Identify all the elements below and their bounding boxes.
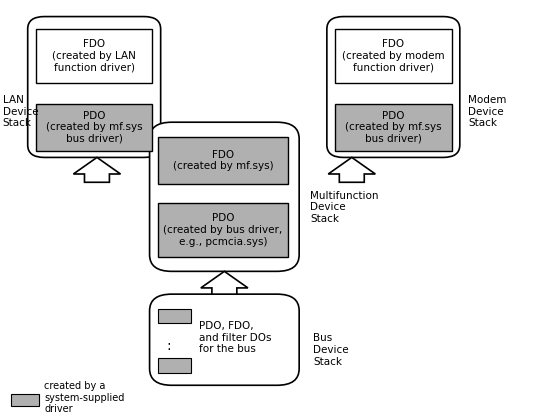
FancyBboxPatch shape [158,137,288,184]
FancyBboxPatch shape [335,104,452,151]
FancyBboxPatch shape [327,17,460,158]
FancyBboxPatch shape [158,308,191,323]
FancyBboxPatch shape [158,358,191,373]
Text: PDO
(created by mf.sys
bus driver): PDO (created by mf.sys bus driver) [46,111,142,144]
Text: Bus
Device
Stack: Bus Device Stack [313,334,348,367]
Text: :: : [167,339,171,353]
FancyBboxPatch shape [11,394,39,406]
FancyBboxPatch shape [150,294,299,385]
FancyBboxPatch shape [36,29,152,83]
Text: created by a
system-supplied
driver: created by a system-supplied driver [44,381,125,414]
Text: FDO
(created by modem
function driver): FDO (created by modem function driver) [342,39,445,73]
FancyBboxPatch shape [36,104,152,151]
Text: FDO
(created by mf.sys): FDO (created by mf.sys) [173,150,273,171]
Polygon shape [201,271,248,294]
Text: Multifunction
Device
Stack: Multifunction Device Stack [310,191,379,224]
Text: PDO, FDO,
and filter DOs
for the bus: PDO, FDO, and filter DOs for the bus [199,321,272,354]
FancyBboxPatch shape [28,17,161,158]
Text: LAN
Device
Stack: LAN Device Stack [3,95,38,128]
Text: FDO
(created by LAN
function driver): FDO (created by LAN function driver) [52,39,136,73]
Text: PDO
(created by mf.sys
bus driver): PDO (created by mf.sys bus driver) [345,111,442,144]
Text: PDO
(created by bus driver,
e.g., pcmcia.sys): PDO (created by bus driver, e.g., pcmcia… [163,213,283,247]
Polygon shape [73,158,121,182]
FancyBboxPatch shape [335,29,452,83]
FancyBboxPatch shape [150,122,299,271]
Polygon shape [328,158,376,182]
Text: Modem
Device
Stack: Modem Device Stack [468,95,506,128]
FancyBboxPatch shape [158,203,288,257]
